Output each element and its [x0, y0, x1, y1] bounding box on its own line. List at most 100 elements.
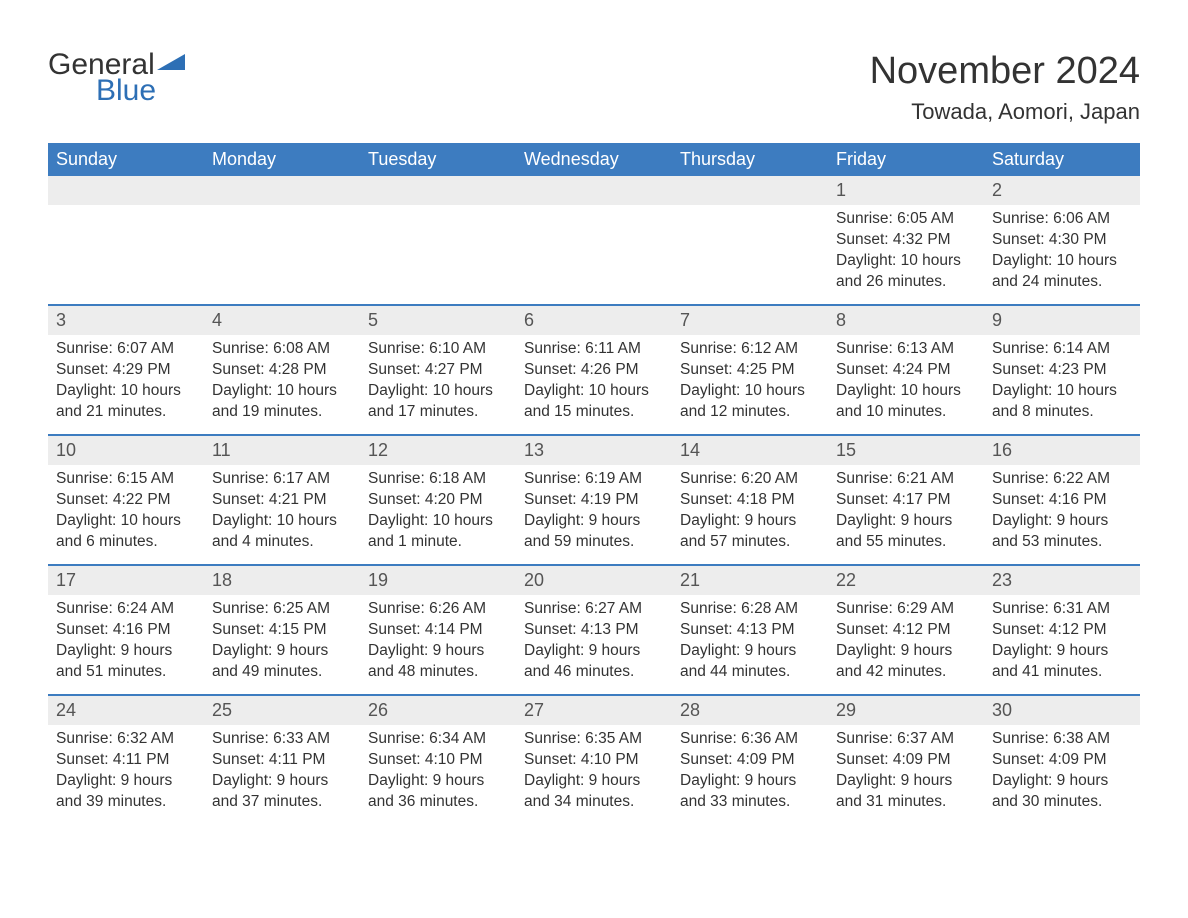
sunrise-text: Sunrise: 6:33 AM	[212, 729, 352, 750]
day-cell: 28Sunrise: 6:36 AMSunset: 4:09 PMDayligh…	[672, 696, 828, 824]
daylight2-text: and 26 minutes.	[836, 272, 976, 293]
sunset-text: Sunset: 4:24 PM	[836, 360, 976, 381]
sunrise-text: Sunrise: 6:35 AM	[524, 729, 664, 750]
daylight2-text: and 48 minutes.	[368, 662, 508, 683]
sunset-text: Sunset: 4:12 PM	[836, 620, 976, 641]
day-content: Sunrise: 6:06 AMSunset: 4:30 PMDaylight:…	[984, 205, 1140, 303]
daylight1-text: Daylight: 9 hours	[680, 511, 820, 532]
daylight1-text: Daylight: 9 hours	[836, 771, 976, 792]
weekday-header-row: SundayMondayTuesdayWednesdayThursdayFrid…	[48, 143, 1140, 176]
day-content: Sunrise: 6:22 AMSunset: 4:16 PMDaylight:…	[984, 465, 1140, 563]
daylight1-text: Daylight: 9 hours	[992, 771, 1132, 792]
sunset-text: Sunset: 4:19 PM	[524, 490, 664, 511]
daylight1-text: Daylight: 10 hours	[368, 381, 508, 402]
day-content: Sunrise: 6:38 AMSunset: 4:09 PMDaylight:…	[984, 725, 1140, 823]
day-cell: 1Sunrise: 6:05 AMSunset: 4:32 PMDaylight…	[828, 176, 984, 304]
sunrise-text: Sunrise: 6:14 AM	[992, 339, 1132, 360]
daylight1-text: Daylight: 10 hours	[368, 511, 508, 532]
daylight1-text: Daylight: 9 hours	[368, 771, 508, 792]
daylight1-text: Daylight: 10 hours	[992, 381, 1132, 402]
sunrise-text: Sunrise: 6:18 AM	[368, 469, 508, 490]
day-cell	[360, 176, 516, 304]
daylight1-text: Daylight: 10 hours	[836, 381, 976, 402]
sunset-text: Sunset: 4:09 PM	[680, 750, 820, 771]
day-number: 20	[516, 566, 672, 595]
day-number: 16	[984, 436, 1140, 465]
day-number	[204, 176, 360, 205]
daylight1-text: Daylight: 9 hours	[212, 641, 352, 662]
sunrise-text: Sunrise: 6:08 AM	[212, 339, 352, 360]
daylight2-text: and 12 minutes.	[680, 402, 820, 423]
daylight2-text: and 31 minutes.	[836, 792, 976, 813]
day-cell: 13Sunrise: 6:19 AMSunset: 4:19 PMDayligh…	[516, 436, 672, 564]
daylight2-text: and 33 minutes.	[680, 792, 820, 813]
day-number	[672, 176, 828, 205]
sunset-text: Sunset: 4:20 PM	[368, 490, 508, 511]
header: General Blue November 2024 Towada, Aomor…	[48, 50, 1140, 125]
day-content: Sunrise: 6:37 AMSunset: 4:09 PMDaylight:…	[828, 725, 984, 823]
sunset-text: Sunset: 4:15 PM	[212, 620, 352, 641]
day-content: Sunrise: 6:31 AMSunset: 4:12 PMDaylight:…	[984, 595, 1140, 693]
day-number: 1	[828, 176, 984, 205]
day-cell: 20Sunrise: 6:27 AMSunset: 4:13 PMDayligh…	[516, 566, 672, 694]
day-number: 9	[984, 306, 1140, 335]
daylight2-text: and 53 minutes.	[992, 532, 1132, 553]
sunset-text: Sunset: 4:11 PM	[56, 750, 196, 771]
day-content: Sunrise: 6:11 AMSunset: 4:26 PMDaylight:…	[516, 335, 672, 433]
day-number: 12	[360, 436, 516, 465]
week-row: 1Sunrise: 6:05 AMSunset: 4:32 PMDaylight…	[48, 176, 1140, 304]
day-number: 17	[48, 566, 204, 595]
daylight2-text: and 10 minutes.	[836, 402, 976, 423]
day-content: Sunrise: 6:05 AMSunset: 4:32 PMDaylight:…	[828, 205, 984, 303]
day-number: 24	[48, 696, 204, 725]
weekday-header: Sunday	[48, 143, 204, 176]
sunrise-text: Sunrise: 6:38 AM	[992, 729, 1132, 750]
day-number: 15	[828, 436, 984, 465]
daylight2-text: and 39 minutes.	[56, 792, 196, 813]
day-cell: 8Sunrise: 6:13 AMSunset: 4:24 PMDaylight…	[828, 306, 984, 434]
day-cell: 19Sunrise: 6:26 AMSunset: 4:14 PMDayligh…	[360, 566, 516, 694]
day-number: 30	[984, 696, 1140, 725]
daylight1-text: Daylight: 9 hours	[524, 511, 664, 532]
sunset-text: Sunset: 4:09 PM	[992, 750, 1132, 771]
sunset-text: Sunset: 4:25 PM	[680, 360, 820, 381]
sunrise-text: Sunrise: 6:11 AM	[524, 339, 664, 360]
brand-logo: General Blue	[48, 50, 185, 106]
sunrise-text: Sunrise: 6:24 AM	[56, 599, 196, 620]
sunrise-text: Sunrise: 6:07 AM	[56, 339, 196, 360]
day-number: 2	[984, 176, 1140, 205]
day-content: Sunrise: 6:33 AMSunset: 4:11 PMDaylight:…	[204, 725, 360, 823]
day-number: 5	[360, 306, 516, 335]
day-content: Sunrise: 6:19 AMSunset: 4:19 PMDaylight:…	[516, 465, 672, 563]
daylight1-text: Daylight: 10 hours	[992, 251, 1132, 272]
calendar: SundayMondayTuesdayWednesdayThursdayFrid…	[48, 143, 1140, 824]
sunrise-text: Sunrise: 6:25 AM	[212, 599, 352, 620]
sunrise-text: Sunrise: 6:21 AM	[836, 469, 976, 490]
daylight1-text: Daylight: 10 hours	[524, 381, 664, 402]
sunrise-text: Sunrise: 6:10 AM	[368, 339, 508, 360]
daylight1-text: Daylight: 10 hours	[212, 381, 352, 402]
day-cell: 4Sunrise: 6:08 AMSunset: 4:28 PMDaylight…	[204, 306, 360, 434]
weekday-header: Wednesday	[516, 143, 672, 176]
sunset-text: Sunset: 4:09 PM	[836, 750, 976, 771]
sunset-text: Sunset: 4:10 PM	[368, 750, 508, 771]
sunset-text: Sunset: 4:16 PM	[992, 490, 1132, 511]
day-number: 29	[828, 696, 984, 725]
day-content: Sunrise: 6:15 AMSunset: 4:22 PMDaylight:…	[48, 465, 204, 563]
flag-icon	[157, 50, 185, 80]
day-cell	[48, 176, 204, 304]
day-number: 8	[828, 306, 984, 335]
day-content: Sunrise: 6:26 AMSunset: 4:14 PMDaylight:…	[360, 595, 516, 693]
weekday-header: Monday	[204, 143, 360, 176]
daylight2-text: and 46 minutes.	[524, 662, 664, 683]
sunset-text: Sunset: 4:26 PM	[524, 360, 664, 381]
day-number: 27	[516, 696, 672, 725]
day-cell: 3Sunrise: 6:07 AMSunset: 4:29 PMDaylight…	[48, 306, 204, 434]
day-number	[48, 176, 204, 205]
brand-text: General Blue	[48, 50, 185, 106]
sunset-text: Sunset: 4:29 PM	[56, 360, 196, 381]
daylight2-text: and 19 minutes.	[212, 402, 352, 423]
daylight1-text: Daylight: 10 hours	[212, 511, 352, 532]
daylight2-text: and 55 minutes.	[836, 532, 976, 553]
day-cell: 11Sunrise: 6:17 AMSunset: 4:21 PMDayligh…	[204, 436, 360, 564]
